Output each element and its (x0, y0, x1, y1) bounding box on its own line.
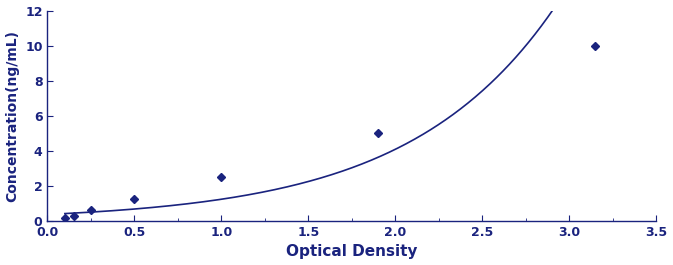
Y-axis label: Concentration(ng/mL): Concentration(ng/mL) (5, 30, 20, 202)
X-axis label: Optical Density: Optical Density (286, 244, 418, 259)
